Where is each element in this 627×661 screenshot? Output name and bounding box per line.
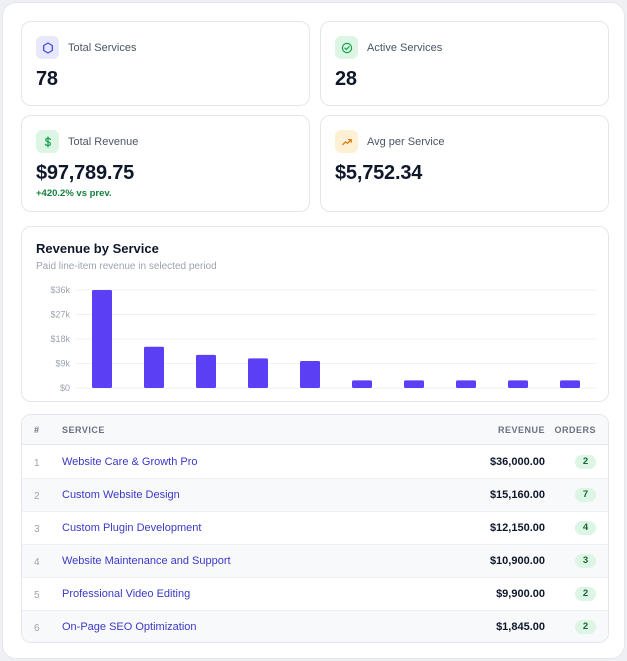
trend-up-icon [335, 130, 358, 153]
chart-bar[interactable] [300, 361, 320, 388]
y-tick-label: $36k [50, 285, 70, 295]
row-number: 5 [34, 590, 40, 601]
service-name-link[interactable]: Website Care & Growth Pro [62, 456, 198, 468]
revenue-bar-chart: $0 $9k $18k $27k $36k [50, 285, 596, 393]
row-number: 4 [34, 557, 40, 568]
revenue-value: $15,160.00 [489, 489, 545, 501]
chart-bar[interactable] [144, 346, 164, 388]
y-tick-label: $9k [55, 359, 70, 369]
stat-card-total-revenue: Total Revenue $97,789.75 +420.2% vs prev… [21, 115, 310, 212]
stat-value: 78 [36, 68, 58, 90]
services-revenue-table: # SERVICE REVENUE ORDERS 1 Website Care &… [21, 414, 609, 643]
table-header: # SERVICE REVENUE ORDERS [22, 415, 608, 445]
chart-title: Revenue by Service [36, 241, 159, 256]
table-row[interactable]: 6 On-Page SEO Optimization $1,845.00 2 [22, 611, 608, 642]
revenue-by-service-chart-card: $0 $9k $18k $27k $36k Revenue by Service Pai… [21, 226, 609, 402]
hexagon-icon [36, 36, 59, 59]
chart-bar[interactable] [196, 354, 216, 388]
column-header-number: # [34, 425, 40, 435]
orders-badge: 2 [575, 587, 596, 601]
dollar-icon [36, 130, 59, 153]
chart-bar[interactable] [404, 380, 424, 388]
service-name-link[interactable]: On-Page SEO Optimization [62, 621, 197, 633]
service-name-link[interactable]: Custom Website Design [62, 489, 180, 501]
table-row[interactable]: 4 Website Maintenance and Support $10,900.… [22, 545, 608, 578]
orders-badge: 2 [575, 455, 596, 469]
table-row[interactable]: 2 Custom Website Design $15,160.00 7 [22, 479, 608, 512]
revenue-value: $9,900.00 [496, 588, 545, 600]
row-number: 2 [34, 491, 40, 502]
orders-badge: 4 [575, 521, 596, 535]
orders-badge: 7 [575, 488, 596, 502]
column-header-service[interactable]: SERVICE [62, 425, 105, 435]
chart-bar[interactable] [352, 380, 372, 388]
check-circle-icon [335, 36, 358, 59]
chart-bar[interactable] [508, 380, 528, 388]
row-number: 3 [34, 524, 40, 535]
stat-value: $5,752.34 [335, 162, 423, 184]
stat-card-avg-per-service: Avg per Service $5,752.34 [320, 115, 609, 212]
revenue-value: $36,000.00 [489, 456, 545, 468]
service-name-link[interactable]: Professional Video Editing [62, 588, 191, 600]
stat-value: 28 [335, 68, 357, 90]
service-name-link[interactable]: Website Maintenance and Support [62, 555, 231, 567]
stat-label: Avg per Service [367, 135, 445, 148]
table-row[interactable]: 5 Professional Video Editing $9,900.00 2 [22, 578, 608, 611]
table-row[interactable]: 1 Website Care & Growth Pro $36,000.00 2 [22, 446, 608, 479]
stat-value: $97,789.75 [36, 162, 135, 184]
stat-label: Active Services [367, 41, 443, 54]
revenue-value: $1,845.00 [496, 621, 545, 633]
chart-bar[interactable] [560, 380, 580, 388]
row-number: 1 [34, 458, 40, 469]
column-header-orders[interactable]: ORDERS [554, 425, 596, 435]
stat-card-active-services: Active Services 28 [320, 21, 609, 106]
orders-badge: 3 [575, 554, 596, 568]
table-row[interactable]: 3 Custom Plugin Development $12,150.00 4 [22, 512, 608, 545]
column-header-revenue[interactable]: REVENUE [497, 425, 545, 435]
chart-bar[interactable] [248, 358, 268, 388]
service-name-link[interactable]: Custom Plugin Development [62, 522, 202, 534]
row-number: 6 [34, 623, 40, 634]
y-tick-label: $18k [50, 334, 70, 344]
orders-badge: 2 [575, 620, 596, 634]
stat-card-total-services: Total Services 78 [21, 21, 310, 106]
revenue-change-indicator: +420.2% vs prev. [36, 188, 112, 199]
y-tick-label: $27k [50, 310, 70, 320]
stat-label: Total Revenue [68, 135, 139, 148]
chart-bar[interactable] [456, 380, 476, 388]
y-tick-label: $0 [60, 383, 70, 393]
revenue-value: $10,900.00 [489, 555, 545, 567]
chart-bar[interactable] [92, 290, 112, 388]
revenue-value: $12,150.00 [489, 522, 545, 534]
stat-label: Total Services [68, 41, 137, 54]
chart-subtitle: Paid line-item revenue in selected perio… [36, 261, 217, 272]
